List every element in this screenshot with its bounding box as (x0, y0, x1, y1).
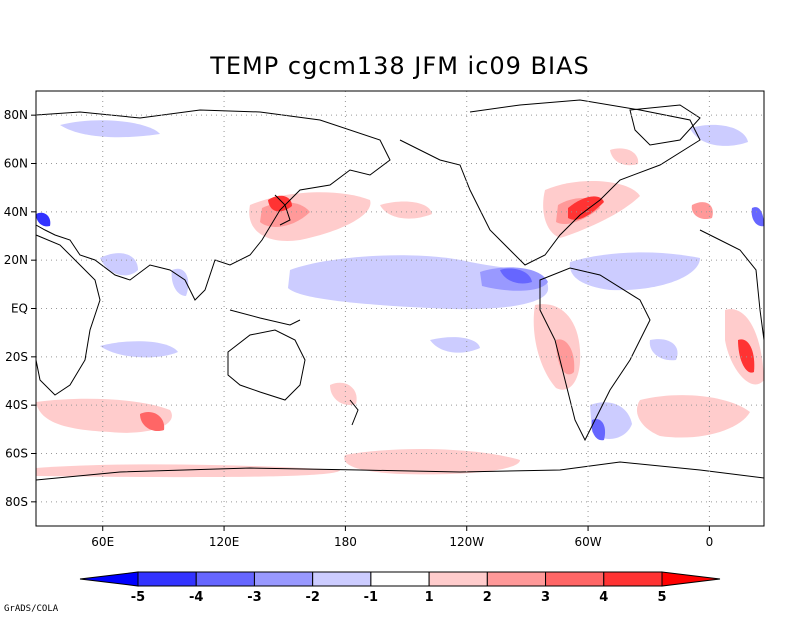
bias-region-indian-cool (100, 341, 178, 358)
bias-region-bay-cool (171, 268, 189, 296)
lat-tick-label: 40S (5, 398, 28, 412)
coast-australia (227, 329, 306, 401)
color-legend: -5 -4 -3 -2 -1 1 2 3 4 5 (79, 571, 721, 605)
bias-region-patagonia-core (591, 418, 606, 441)
coast-africa-east (699, 229, 765, 341)
coast-africa (35, 234, 101, 396)
map-title: TEMP cgcm138 JFM ic09 BIAS (210, 52, 590, 80)
coast-indonesia (229, 309, 301, 326)
footer-credit: GrADS/COLA (4, 604, 59, 614)
bias-region-s-indian-warm (36, 398, 172, 433)
legend-swatch (486, 571, 547, 587)
lat-tick-label: 60S (5, 447, 28, 461)
bias-region-tasman-warm (330, 382, 357, 406)
lat-axis: 80N 60N 40N 20N EQ 20S 40S 60S 80S (4, 108, 36, 509)
legend-label: 3 (541, 590, 550, 605)
lat-tick-label: EQ (11, 302, 28, 316)
legend-swatch (428, 571, 488, 587)
bias-region-peru-mid (556, 339, 575, 375)
bias-region-arctic-cool (60, 120, 160, 138)
coast-eurasia (35, 109, 391, 301)
legend-label: 1 (425, 590, 434, 605)
bias-region-arabian-cool (100, 253, 138, 276)
coastlines (35, 99, 765, 481)
legend-swatch (545, 571, 605, 587)
bias-region-s-pac-warm (344, 448, 520, 475)
legend-label: -5 (131, 590, 145, 605)
bias-shading (36, 120, 764, 478)
legend-swatch-low (79, 571, 139, 587)
lat-tick-label: 80S (5, 495, 28, 509)
coast-japan (274, 194, 291, 226)
coast-n-america (399, 99, 701, 266)
lon-tick-label: 60W (574, 535, 601, 549)
coast-greenland (629, 104, 701, 146)
bias-region-med-cool (36, 212, 51, 227)
lon-tick-label: 120E (209, 535, 240, 549)
lon-tick-label: 0 (706, 535, 714, 549)
bias-region-n-pac-warm (380, 201, 432, 219)
legend-label: -1 (364, 590, 378, 605)
bias-region-trop-atl-cool (569, 252, 700, 291)
lat-tick-label: 40N (4, 205, 28, 219)
legend-swatch (603, 571, 663, 587)
legend-label: 4 (599, 590, 608, 605)
coast-antarctica (35, 461, 765, 481)
bias-region-n-pacific-cool (288, 255, 549, 310)
lat-tick-label: 20N (4, 253, 28, 267)
bias-region-labrador-warm (610, 148, 639, 166)
bias-region-s-atl-cool (649, 339, 678, 361)
lon-tick-label: 120W (449, 535, 484, 549)
lat-tick-label: 80N (4, 108, 28, 122)
legend-swatch (312, 571, 372, 587)
legend-label: -3 (247, 590, 261, 605)
bias-region-arctic-e-cool (690, 124, 748, 146)
legend-swatch (195, 571, 255, 587)
bias-region-med-e-cool (751, 207, 764, 227)
legend-label: -4 (189, 590, 203, 605)
lat-tick-label: 60N (4, 157, 28, 171)
lat-tick-label: 20S (5, 350, 28, 364)
legend-label: 2 (483, 590, 492, 605)
legend-label: -2 (305, 590, 319, 605)
lon-axis: 60E 120E 180 120W 60W 0 (91, 526, 713, 549)
coast-nz (349, 399, 359, 426)
legend-swatch (370, 571, 430, 587)
bias-region-mexico-cool (500, 268, 532, 284)
legend-label: 5 (657, 590, 666, 605)
bias-region-so-warm (36, 464, 340, 478)
bias-region-s-pacific-cool (430, 337, 480, 353)
lon-tick-label: 180 (334, 535, 357, 549)
coast-s-america (539, 267, 651, 442)
bias-region-benguela-core (738, 339, 755, 373)
bias-region-e-atl-warm (691, 202, 713, 220)
bias-region-s-indian-mid (140, 411, 165, 432)
legend-swatch-high (661, 571, 721, 587)
bias-region-gulfstream-core (568, 196, 604, 220)
legend-swatch (253, 571, 314, 587)
bias-region-tropatl-warm (636, 395, 750, 438)
lon-tick-label: 60E (91, 535, 114, 549)
legend-swatch (137, 571, 197, 587)
